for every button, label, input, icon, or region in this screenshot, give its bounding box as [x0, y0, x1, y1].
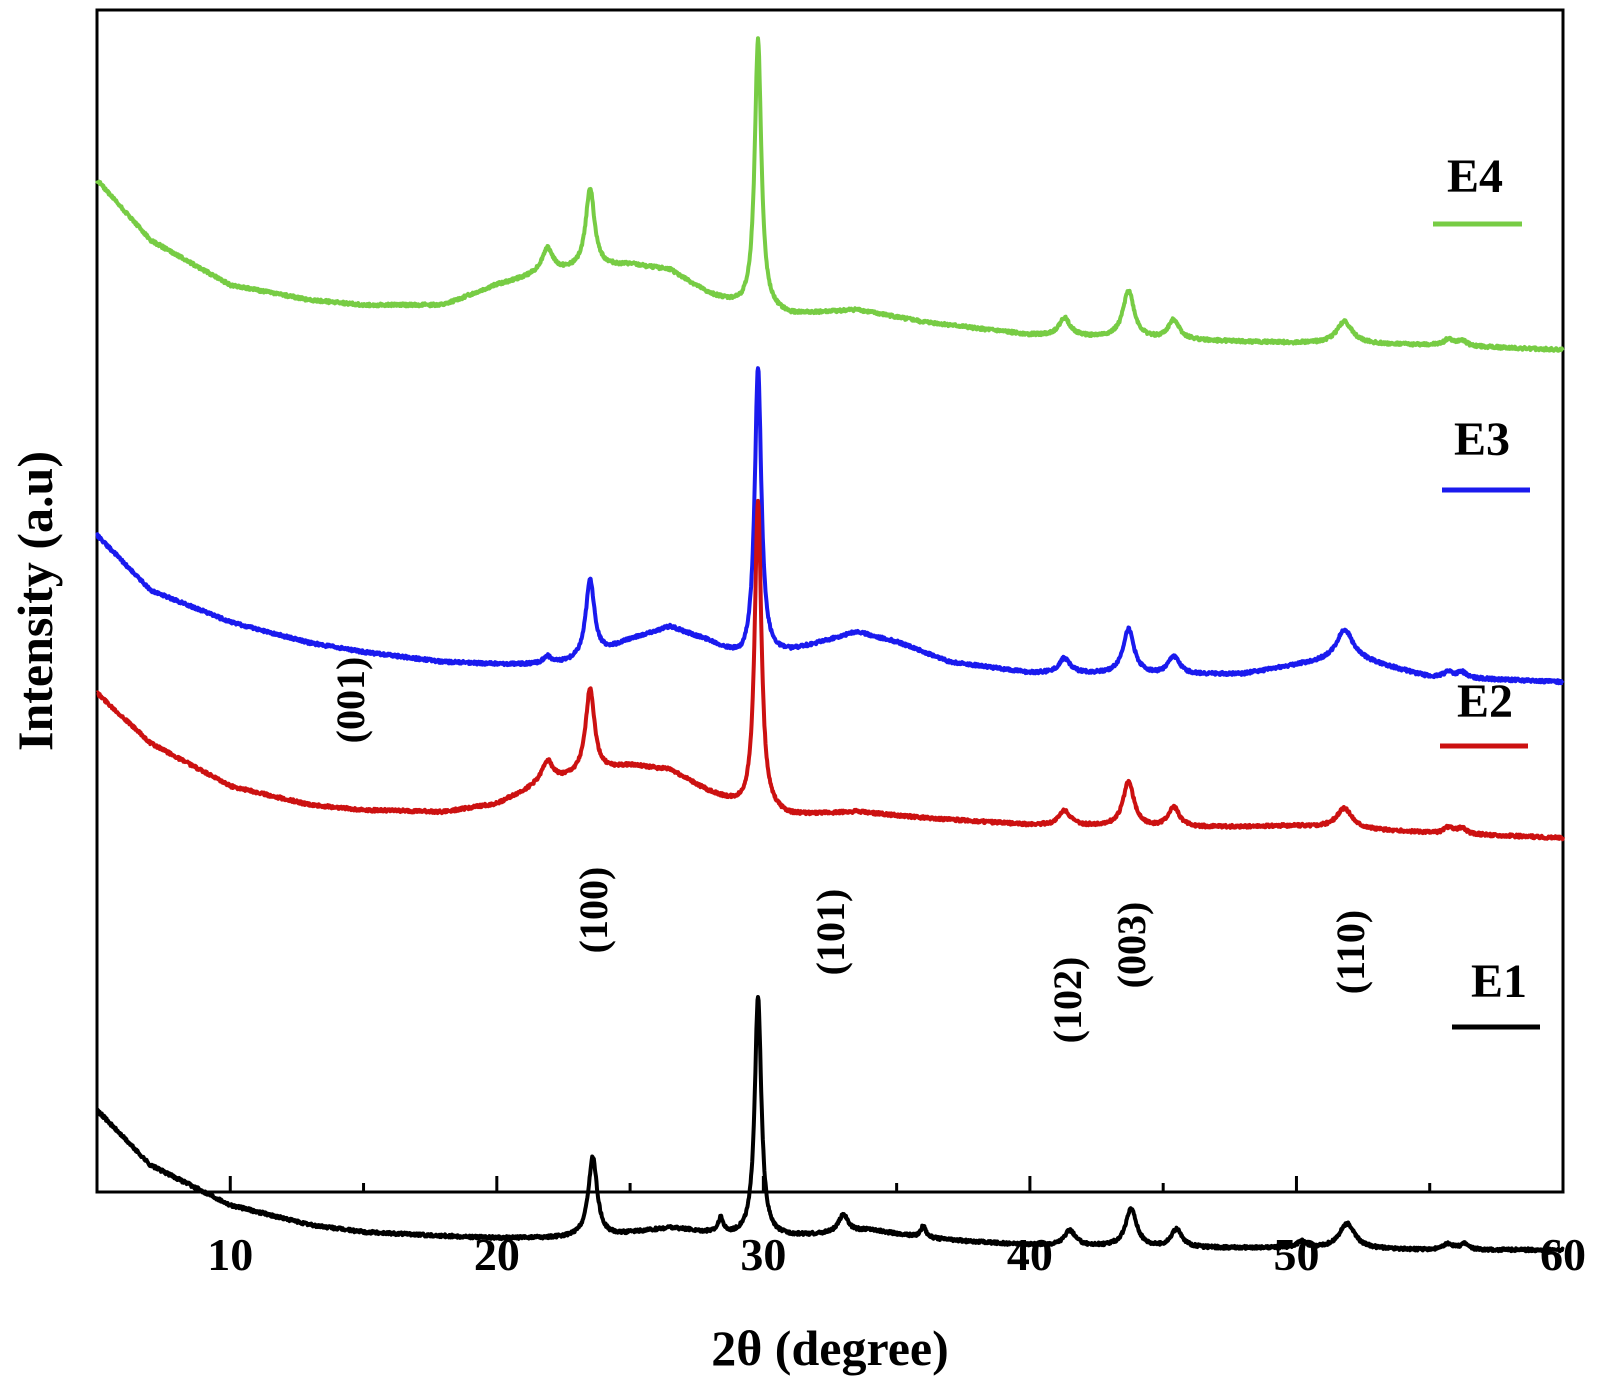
x-tick-label: 30	[740, 1229, 786, 1280]
hkl-annotation: (100)	[571, 867, 616, 954]
hkl-annotation: (001)	[328, 657, 373, 744]
series-line-e2	[95, 498, 1565, 842]
series-label-e3: E3	[1454, 413, 1510, 466]
hkl-annotation: (110)	[1328, 910, 1373, 994]
series-label-e4: E4	[1447, 150, 1503, 203]
series-lines	[95, 36, 1565, 1254]
series-line-e1	[95, 995, 1565, 1254]
series-label-e2: E2	[1457, 675, 1513, 728]
series-labels: E4 E3 E2 E1	[1433, 150, 1540, 1030]
x-tick-label: 50	[1273, 1229, 1319, 1280]
x-axis-title: 2θ (degree)	[711, 1320, 949, 1376]
hkl-annotations: (001) (100) (101) (102) (003) (110)	[328, 657, 1373, 1044]
x-axis-ticks: 10 20 30 40 50 60	[95, 1176, 1586, 1280]
hkl-annotation: (003)	[1109, 902, 1154, 989]
x-tick-label: 10	[207, 1229, 253, 1280]
hkl-annotation: (102)	[1045, 957, 1090, 1044]
plot-frame	[95, 8, 1565, 1194]
hkl-annotation: (101)	[808, 889, 853, 976]
series-label-e1: E1	[1471, 955, 1527, 1008]
y-axis-title: Intensity (a.u)	[7, 451, 63, 751]
x-tick-label: 40	[1007, 1229, 1053, 1280]
x-tick-label: 60	[1540, 1229, 1586, 1280]
series-line-e4	[95, 36, 1565, 353]
series-line-e3	[95, 366, 1565, 686]
